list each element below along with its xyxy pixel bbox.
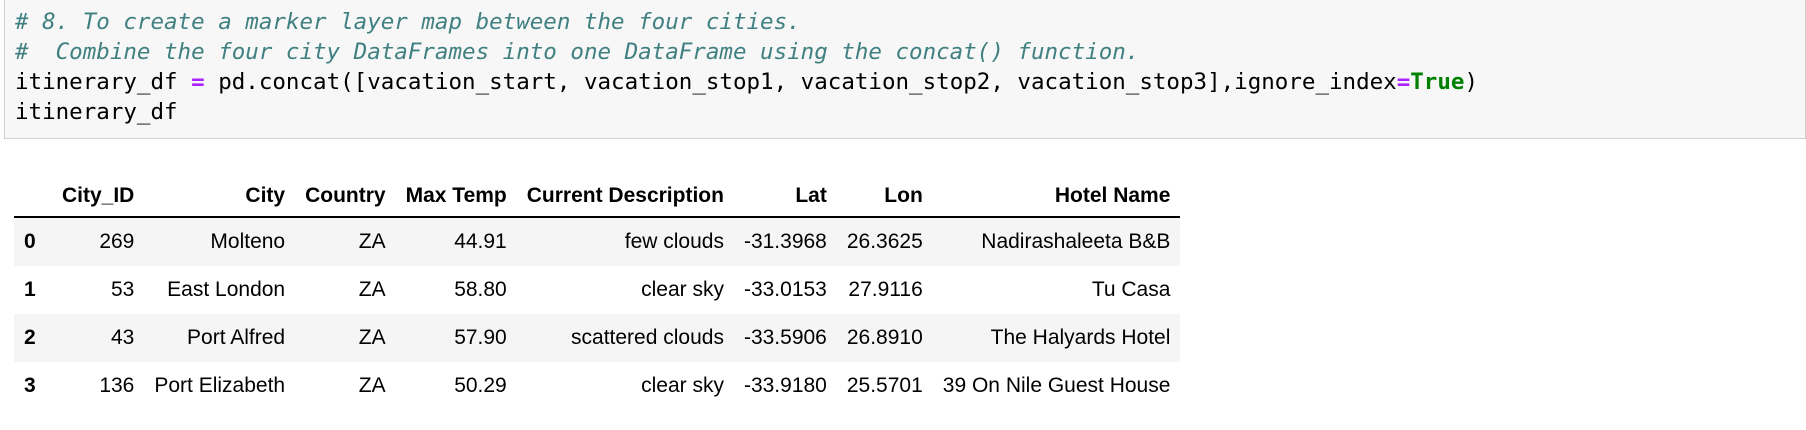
table-cell: ZA bbox=[358, 326, 386, 349]
table-cell: -31.3968 bbox=[743, 230, 827, 253]
table-cell: ZA bbox=[358, 230, 386, 253]
index-header bbox=[14, 176, 52, 218]
code-text: ) bbox=[1464, 69, 1478, 95]
table-cell: 50.29 bbox=[454, 374, 507, 397]
column-header: Current Description bbox=[516, 176, 734, 218]
column-header: Lat bbox=[733, 176, 837, 218]
table-cell: 136 bbox=[99, 374, 135, 397]
table-cell: -33.9180 bbox=[743, 374, 827, 397]
row-index: 3 bbox=[24, 374, 36, 397]
table-cell: -33.5906 bbox=[743, 326, 827, 349]
code-text: itinerary_df bbox=[15, 69, 192, 95]
table-cell: 44.91 bbox=[454, 230, 507, 253]
table-header-row: City_ID City Country Max Temp Current De… bbox=[14, 176, 1181, 218]
row-index: 2 bbox=[24, 326, 36, 349]
table-cell: ZA bbox=[358, 374, 386, 397]
column-header: Lon bbox=[836, 176, 933, 218]
code-line-output-var: itinerary_df bbox=[15, 99, 178, 125]
code-comment-line: # Combine the four city DataFrames into … bbox=[15, 39, 1140, 65]
table-cell: clear sky bbox=[641, 278, 724, 301]
row-index: 0 bbox=[24, 230, 36, 253]
table-cell: scattered clouds bbox=[571, 326, 724, 349]
column-header: City bbox=[144, 176, 296, 218]
table-cell: 26.8910 bbox=[846, 326, 923, 349]
column-header: Hotel Name bbox=[932, 176, 1181, 218]
column-header: Country bbox=[295, 176, 396, 218]
table-cell: 57.90 bbox=[454, 326, 507, 349]
table-cell: ZA bbox=[358, 278, 386, 301]
dataframe-output-table: City_ID City Country Max Temp Current De… bbox=[14, 176, 1181, 410]
table-cell: 25.5701 bbox=[846, 374, 923, 397]
assign-operator: = bbox=[1396, 69, 1411, 95]
table-cell: Port Elizabeth bbox=[154, 374, 286, 397]
table-cell: The Halyards Hotel bbox=[990, 326, 1171, 349]
column-header: City_ID bbox=[52, 176, 145, 218]
table-cell: Molteno bbox=[210, 230, 286, 253]
table-cell: 58.80 bbox=[454, 278, 507, 301]
table-cell: 43 bbox=[111, 326, 135, 349]
table-cell: 39 On Nile Guest House bbox=[942, 374, 1171, 397]
table-cell: 26.3625 bbox=[846, 230, 923, 253]
keyword-true: True bbox=[1410, 69, 1465, 95]
table-row: 0 269 Molteno ZA 44.91 few clouds -31.39… bbox=[14, 217, 1181, 266]
table-cell: -33.0153 bbox=[743, 278, 827, 301]
row-index: 1 bbox=[24, 278, 36, 301]
table-cell: few clouds bbox=[624, 230, 724, 253]
table-cell: East London bbox=[167, 278, 286, 301]
table-cell: clear sky bbox=[641, 374, 724, 397]
code-line-concat: itinerary_df = pd.concat([vacation_start… bbox=[15, 67, 1478, 97]
table-row: 2 43 Port Alfred ZA 57.90 scattered clou… bbox=[14, 314, 1181, 362]
table-row: 1 53 East London ZA 58.80 clear sky -33.… bbox=[14, 266, 1181, 314]
column-header: Max Temp bbox=[395, 176, 517, 218]
table-cell: Tu Casa bbox=[1091, 278, 1171, 301]
table-cell: 53 bbox=[111, 278, 135, 301]
assign-operator: = bbox=[191, 69, 205, 95]
table-cell: Port Alfred bbox=[187, 326, 286, 349]
table-cell: Nadirashaleeta B&B bbox=[981, 230, 1171, 253]
table-cell: 27.9116 bbox=[848, 278, 923, 301]
code-comment-line: # 8. To create a marker layer map betwee… bbox=[15, 9, 801, 35]
table-cell: 269 bbox=[99, 230, 135, 253]
code-text: pd.concat([vacation_start, vacation_stop… bbox=[204, 69, 1397, 95]
table-row: 3 136 Port Elizabeth ZA 50.29 clear sky … bbox=[14, 362, 1181, 410]
code-cell[interactable]: # 8. To create a marker layer map betwee… bbox=[4, 0, 1806, 139]
